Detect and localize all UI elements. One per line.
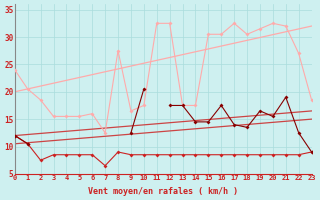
- X-axis label: Vent moyen/en rafales ( km/h ): Vent moyen/en rafales ( km/h ): [88, 187, 238, 196]
